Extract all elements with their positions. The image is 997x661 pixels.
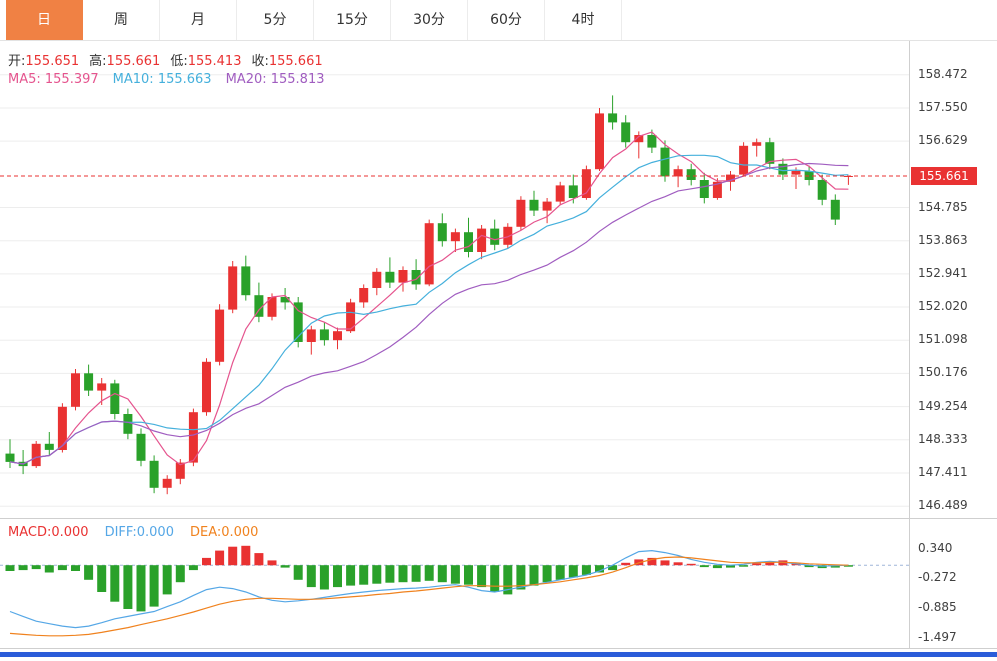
- tabbar-filler: [622, 0, 997, 40]
- macd-tick-label: -0.272: [918, 570, 957, 585]
- macd-readout: MACD:0.000 DIFF:0.000 DEA:0.000: [8, 525, 274, 540]
- price-tick-label: 146.489: [918, 498, 968, 513]
- macd-chart-svg: [0, 545, 909, 637]
- ma20-value: MA20: 155.813: [225, 72, 325, 87]
- low-value: 155.413: [187, 54, 242, 69]
- diff-line: [9, 549, 849, 629]
- macd-tick-label: -1.497: [918, 630, 957, 645]
- price-axis: 155.661 158.472 157.550 156.629 154.785 153.…: [910, 41, 997, 518]
- last-price-badge: 155.661: [911, 166, 977, 185]
- ma20-line: [9, 162, 849, 465]
- macd-chart: [0, 519, 909, 652]
- price-tick-label: 157.550: [918, 99, 968, 114]
- dea-line: [9, 556, 849, 637]
- price-tick-label: 149.254: [918, 398, 968, 413]
- tab-week[interactable]: 周: [83, 0, 160, 40]
- close-label: 收:: [251, 54, 269, 69]
- price-tick-label: 148.333: [918, 431, 968, 446]
- price-tick-label: 152.020: [918, 299, 968, 314]
- ma10-line: [9, 154, 849, 465]
- tab-5min[interactable]: 5分: [237, 0, 314, 40]
- main-chart-svg: [0, 74, 909, 507]
- tab-30min[interactable]: 30分: [391, 0, 468, 40]
- main-chart-canvas[interactable]: 开:155.651 高:155.661 低:155.413 收:155.661 MA5…: [0, 41, 910, 518]
- scrollbar[interactable]: [0, 652, 997, 657]
- high-value: 155.661: [106, 54, 161, 69]
- dea-value: DEA:0.000: [189, 525, 259, 540]
- ohlc-readout: 开:155.651 高:155.661 低:155.413 收:155.661: [8, 50, 333, 69]
- close-value: 155.661: [268, 54, 323, 69]
- grid-lines: [0, 74, 909, 507]
- macd-canvas[interactable]: MACD:0.000 DIFF:0.000 DEA:0.000: [0, 518, 910, 648]
- ma5-value: MA5: 155.397: [8, 72, 99, 87]
- price-tick-label: 156.629: [918, 133, 968, 148]
- tab-day[interactable]: 日: [6, 0, 83, 40]
- candles: [5, 95, 853, 495]
- ma-readout: MA5: 155.397 MA10: 155.663 MA20: 155.813: [8, 72, 339, 87]
- price-tick-label: 150.176: [918, 365, 968, 380]
- diff-value: DIFF:0.000: [104, 525, 174, 540]
- open-value: 155.651: [25, 54, 80, 69]
- ma10-value: MA10: 155.663: [112, 72, 212, 87]
- price-tick-label: 152.941: [918, 265, 968, 280]
- tab-month[interactable]: 月: [160, 0, 237, 40]
- macd-value: MACD:0.000: [8, 525, 89, 540]
- tab-15min[interactable]: 15分: [314, 0, 391, 40]
- tab-60min[interactable]: 60分: [468, 0, 545, 40]
- macd-bars: [5, 545, 853, 612]
- candlestick-chart: [0, 41, 909, 522]
- high-label: 高:: [89, 54, 107, 69]
- price-tick-label: 154.785: [918, 199, 968, 214]
- open-label: 开:: [8, 54, 26, 69]
- tab-4hour[interactable]: 4时: [545, 0, 622, 40]
- price-tick-label: 151.098: [918, 332, 968, 347]
- bottom-strip: [0, 648, 997, 661]
- macd-axis: 0.340 -0.272 -0.885 -1.497: [910, 518, 997, 648]
- price-tick-label: 153.863: [918, 232, 968, 247]
- price-tick-label: 147.411: [918, 464, 968, 479]
- price-tick-label: 158.472: [918, 66, 968, 81]
- low-label: 低:: [170, 54, 188, 69]
- macd-tick-label: -0.885: [918, 600, 957, 615]
- timeframe-tabbar: 日 周 月 5分 15分 30分 60分 4时: [0, 0, 997, 41]
- macd-tick-label: 0.340: [918, 540, 953, 555]
